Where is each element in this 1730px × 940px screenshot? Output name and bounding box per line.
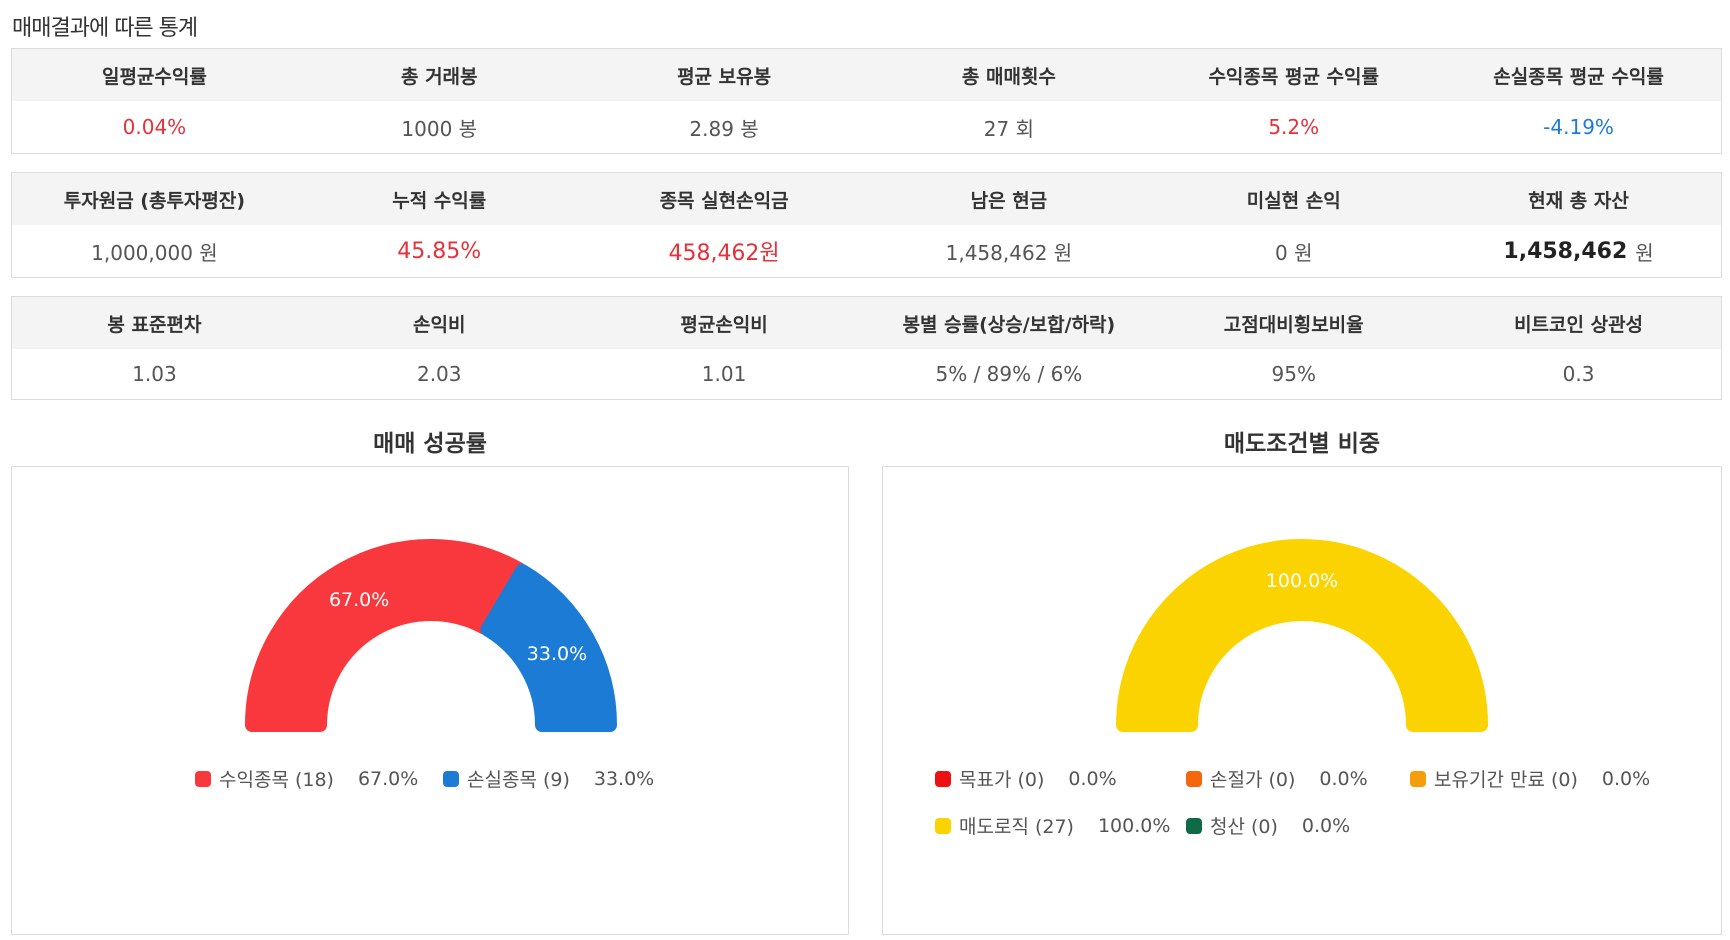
value-winner-avg-return: 5.2% <box>1268 115 1320 139</box>
header-realized-pnl: 종목 실현손익금 <box>659 189 789 212</box>
legend-swatch <box>443 770 459 787</box>
success-rate-half-donut: 67.0% 33.0% <box>245 539 617 732</box>
value-bar-win-rate: 5% / 89% / 6% <box>935 362 1083 386</box>
stats-header-row: 투자원금 (총투자평잔) 누적 수익률 종목 실현손익금 남은 현금 미실현 손… <box>12 173 1721 225</box>
legend-swatch <box>1410 770 1426 787</box>
value-total-bars: 1000 봉 <box>401 116 478 141</box>
total-assets-number: 1,458,462 <box>1503 238 1628 264</box>
legend-item-1-4[interactable]: 청산 (0) 0.0% <box>1186 812 1350 839</box>
legend-name: 목표가 (0) <box>959 769 1045 791</box>
sell-condition-chart: 100.0% 목표가 (0) 0.0% 손절가 (0) 0.0% 보유기간 만료 (0)… <box>882 466 1722 935</box>
chart-title-success-rate: 매매 성공률 <box>373 431 487 457</box>
slice-1-3[interactable] <box>1116 539 1488 732</box>
header-total-assets: 현재 총 자산 <box>1528 189 1629 212</box>
stats-table-capital: 투자원금 (총투자평잔) 누적 수익률 종목 실현손익금 남은 현금 미실현 손… <box>11 172 1722 278</box>
legend-swatch <box>195 770 211 787</box>
header-daily-avg-return: 일평균수익률 <box>101 65 207 88</box>
value-loser-avg-return: -4.19% <box>1543 115 1614 139</box>
legend-percent: 33.0% <box>593 767 655 790</box>
legend-percent: 0.0% <box>1301 814 1351 837</box>
value-unrealized-pnl: 0 원 <box>1274 240 1313 265</box>
value-total-trades: 27 회 <box>983 116 1034 141</box>
stats-value-row: 1.03 2.03 1.01 5% / 89% / 6% 95% 0.3 <box>12 349 1721 399</box>
legend-item-1-0[interactable]: 목표가 (0) 0.0% <box>935 765 1117 792</box>
value-realized-pnl: 458,462원 <box>668 241 780 266</box>
legend-item-0-0[interactable]: 수익종목 (18) 67.0% <box>195 765 418 792</box>
stats-value-row: 0.04% 1000 봉 2.89 봉 27 회 5.2% -4.19% <box>12 101 1721 153</box>
value-principal: 1,000,000 원 <box>91 240 218 265</box>
legend-item-1-3[interactable]: 매도로직 (27) 100.0% <box>935 812 1170 839</box>
value-avg-holding-bars: 2.89 봉 <box>689 116 759 141</box>
legend-swatch <box>935 770 951 787</box>
header-cumulative-return: 누적 수익률 <box>392 189 487 212</box>
value-remaining-cash: 1,458,462 원 <box>945 240 1073 265</box>
value-total-assets: 1,458,462 원 <box>1436 225 1721 277</box>
value-avg-profit-loss-ratio: 1.01 <box>701 362 747 386</box>
legend-swatch <box>935 817 951 834</box>
value-daily-avg-return: 0.04% <box>122 115 187 139</box>
header-unrealized-pnl: 미실현 손익 <box>1246 189 1341 212</box>
header-avg-profit-loss-ratio: 평균손익비 <box>680 313 768 336</box>
header-profit-loss-ratio: 손익비 <box>413 313 466 336</box>
stats-value-row: 1,000,000 원 45.85% 458,462원 1,458,462 원 … <box>12 225 1721 277</box>
success-rate-chart: 67.0% 33.0% 수익종목 (18) 67.0% 손실종목 (9) 33.0% <box>11 466 849 935</box>
legend-name: 보유기간 만료 (0) <box>1434 769 1578 791</box>
slice-label-1-3: 100.0% <box>1266 570 1338 592</box>
header-bar-win-rate: 봉별 승률(상승/보합/하락) <box>902 313 1116 336</box>
legend-name: 청산 (0) <box>1210 816 1278 838</box>
legend-percent: 0.0% <box>1601 767 1651 790</box>
legend-name: 손절가 (0) <box>1210 769 1296 791</box>
value-bar-stddev: 1.03 <box>132 362 177 386</box>
sell-condition-half-donut: 100.0% <box>1116 539 1488 732</box>
slice-0-0[interactable] <box>245 539 530 732</box>
legend-swatch <box>1186 770 1202 787</box>
legend-percent: 0.0% <box>1068 767 1117 790</box>
legend-name: 수익종목 (18) <box>219 769 334 791</box>
legend-percent: 0.0% <box>1319 767 1368 790</box>
header-total-bars: 총 거래봉 <box>400 65 478 88</box>
header-principal: 투자원금 (총투자평잔) <box>63 189 246 212</box>
legend-item-0-1[interactable]: 손실종목 (9) 33.0% <box>443 765 654 792</box>
legend-item-1-2[interactable]: 보유기간 만료 (0) 0.0% <box>1410 765 1650 792</box>
slice-label-0-1: 33.0% <box>527 643 587 665</box>
header-loser-avg-return: 손실종목 평균 수익률 <box>1493 65 1664 88</box>
page-title: 매매결과에 따른 통계 <box>12 16 198 41</box>
value-cumulative-return: 45.85% <box>397 238 482 264</box>
stats-header-row: 봉 표준편차 손익비 평균손익비 봉별 승률(상승/보합/하락) 고점대비횡보비… <box>12 297 1721 349</box>
legend-item-1-1[interactable]: 손절가 (0) 0.0% <box>1186 765 1368 792</box>
stats-table-returns: 일평균수익률 총 거래봉 평균 보유봉 총 매매횟수 수익종목 평균 수익률 손… <box>11 48 1722 154</box>
value-btc-correlation: 0.3 <box>1562 362 1595 386</box>
legend-percent: 100.0% <box>1097 814 1171 837</box>
legend-percent: 67.0% <box>357 767 419 790</box>
header-total-trades: 총 매매횟수 <box>961 65 1056 88</box>
chart-title-sell-condition: 매도조건별 비중 <box>1223 431 1381 457</box>
legend-name: 손실종목 (9) <box>467 769 570 791</box>
stats-table-metrics: 봉 표준편차 손익비 평균손익비 봉별 승률(상승/보합/하락) 고점대비횡보비… <box>11 296 1722 400</box>
header-winner-avg-return: 수익종목 평균 수익률 <box>1208 65 1379 88</box>
value-sideways-ratio: 95% <box>1271 362 1316 386</box>
slice-0-1[interactable] <box>480 563 617 732</box>
value-profit-loss-ratio: 2.03 <box>416 362 462 386</box>
header-sideways-ratio: 고점대비횡보비율 <box>1223 313 1364 336</box>
total-assets-unit: 원 <box>1635 240 1654 265</box>
legend-name: 매도로직 (27) <box>959 816 1074 838</box>
header-remaining-cash: 남은 현금 <box>970 189 1048 212</box>
header-btc-correlation: 비트코인 상관성 <box>1514 313 1644 336</box>
legend-swatch <box>1186 817 1202 834</box>
slice-label-0-0: 67.0% <box>329 589 389 611</box>
header-bar-stddev: 봉 표준편차 <box>107 313 202 336</box>
stats-header-row: 일평균수익률 총 거래봉 평균 보유봉 총 매매횟수 수익종목 평균 수익률 손… <box>12 49 1721 101</box>
header-avg-holding-bars: 평균 보유봉 <box>677 65 772 88</box>
